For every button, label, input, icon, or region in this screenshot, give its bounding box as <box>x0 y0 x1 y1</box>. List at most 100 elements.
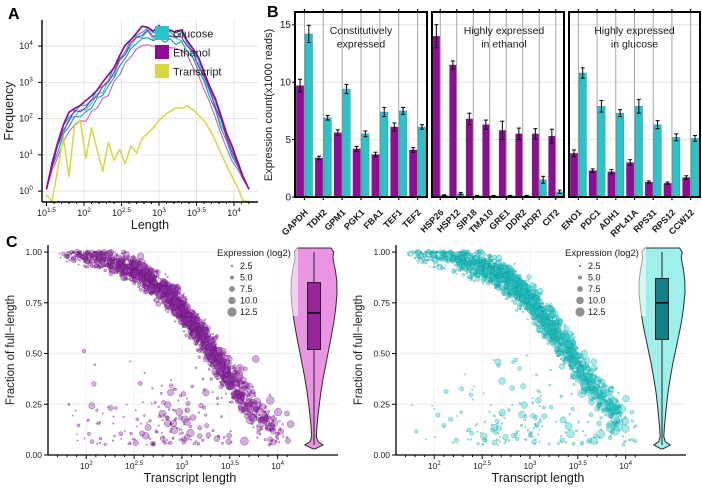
scatter-point <box>95 408 99 412</box>
scatter-point <box>512 300 518 305</box>
panel-c-letter: C <box>6 234 18 251</box>
scatter-point <box>159 285 168 294</box>
scatter-point <box>67 402 71 406</box>
bar-TDH2-ethanol <box>314 157 323 198</box>
scatter-point <box>233 380 236 384</box>
subpanel-border <box>294 11 428 198</box>
scatter-point <box>64 254 70 259</box>
scatter-point <box>162 281 166 285</box>
scatter-point <box>531 435 534 438</box>
scatter-point <box>515 293 518 296</box>
legend-label-transcript: Transcript <box>173 67 222 79</box>
scatter-point <box>220 441 224 445</box>
scatter-point <box>256 436 259 439</box>
scatter-point <box>253 395 257 398</box>
scatter-point <box>537 316 540 319</box>
x-tick-label: 103.5 <box>187 207 206 218</box>
scatter-point <box>624 440 627 443</box>
scatter-point <box>509 385 515 391</box>
scatter-point <box>617 392 620 395</box>
scatter-point <box>540 320 544 324</box>
scatter-point <box>444 264 447 267</box>
scatter-point <box>203 336 206 340</box>
scatter-point <box>488 269 492 273</box>
scatter-point <box>476 423 479 425</box>
scatter-point <box>118 431 124 437</box>
scatter-point <box>493 269 496 272</box>
scatter-point <box>494 418 500 424</box>
scatter-point <box>201 438 205 442</box>
scatter-point <box>585 391 588 394</box>
scatter-point <box>157 424 160 427</box>
scatter-point <box>188 424 193 429</box>
panel-a-length-frequency-chart: 101.5 102 102.5 103 103.5 104100101102103104L… <box>2 20 258 232</box>
scatter-point <box>618 411 622 414</box>
scatter-point <box>278 440 281 444</box>
scatter-point <box>428 251 431 255</box>
scatter-point <box>573 335 576 338</box>
scatter-point <box>590 358 598 365</box>
panel-b-y-tick-label: 10 <box>280 78 292 89</box>
scatter-point <box>58 252 61 255</box>
scatter-point <box>142 282 145 285</box>
line-series-transcript <box>45 105 249 203</box>
scatter-point <box>178 432 181 435</box>
scatter-point <box>417 261 420 264</box>
scatter-point <box>129 261 132 264</box>
scatter-point <box>604 413 607 416</box>
scatter-point <box>190 384 195 389</box>
scatter-point <box>511 299 514 302</box>
scatter-point <box>518 410 526 419</box>
panel-b-y-tick-label: 0 <box>285 193 291 204</box>
scatter-point <box>520 401 528 409</box>
scatter-point <box>141 262 146 266</box>
scatter-point <box>574 363 577 366</box>
scatter-point <box>175 426 178 429</box>
scatter-point <box>146 421 149 424</box>
subpanel-border <box>568 11 701 198</box>
bar-TEF1-ethanol <box>390 126 399 198</box>
scatter-point <box>429 265 432 268</box>
scatter-point <box>461 255 464 258</box>
scatter-point <box>135 417 140 422</box>
scatter-point <box>266 396 275 405</box>
scatter-point <box>154 277 157 280</box>
scatter-point <box>526 290 529 293</box>
scatter-point <box>182 324 186 328</box>
scatter-point <box>194 440 198 444</box>
scatter-point <box>125 277 128 279</box>
scatter-point <box>124 264 129 269</box>
scatter-point <box>465 257 468 260</box>
scatter-point <box>181 315 184 318</box>
scatter-point <box>517 366 522 371</box>
scatter-point <box>232 373 235 376</box>
y-tick-label: 0.75 <box>25 298 42 308</box>
scatter-point <box>256 401 259 404</box>
scatter-point <box>611 386 614 389</box>
scatter-point <box>96 256 102 262</box>
bar-SIP18-ethanol <box>465 118 473 198</box>
scatter-point <box>521 303 525 306</box>
scatter-point <box>129 360 132 363</box>
scatter-point <box>577 381 580 384</box>
scatter-point <box>185 311 188 314</box>
scatter-point <box>595 441 599 444</box>
scatter-point <box>419 250 423 254</box>
line-series-ethanol-rep-1 <box>45 24 250 190</box>
scatter-point <box>534 320 537 323</box>
scatter-point <box>447 262 449 264</box>
scatter-point <box>201 326 207 333</box>
scatter-point <box>233 364 236 367</box>
scatter-point <box>531 296 534 299</box>
scatter-point <box>619 419 624 424</box>
scatter-point <box>587 420 590 424</box>
panel-b-y-tick-label: 15 <box>280 20 292 31</box>
scatter-point <box>131 255 137 261</box>
scatter-point <box>70 256 77 263</box>
scatter-point <box>474 255 477 257</box>
scatter-point <box>432 266 435 269</box>
scatter-point <box>158 283 162 287</box>
line-series-group <box>45 24 250 203</box>
scatter-point <box>93 261 96 264</box>
scatter-point <box>472 279 476 283</box>
